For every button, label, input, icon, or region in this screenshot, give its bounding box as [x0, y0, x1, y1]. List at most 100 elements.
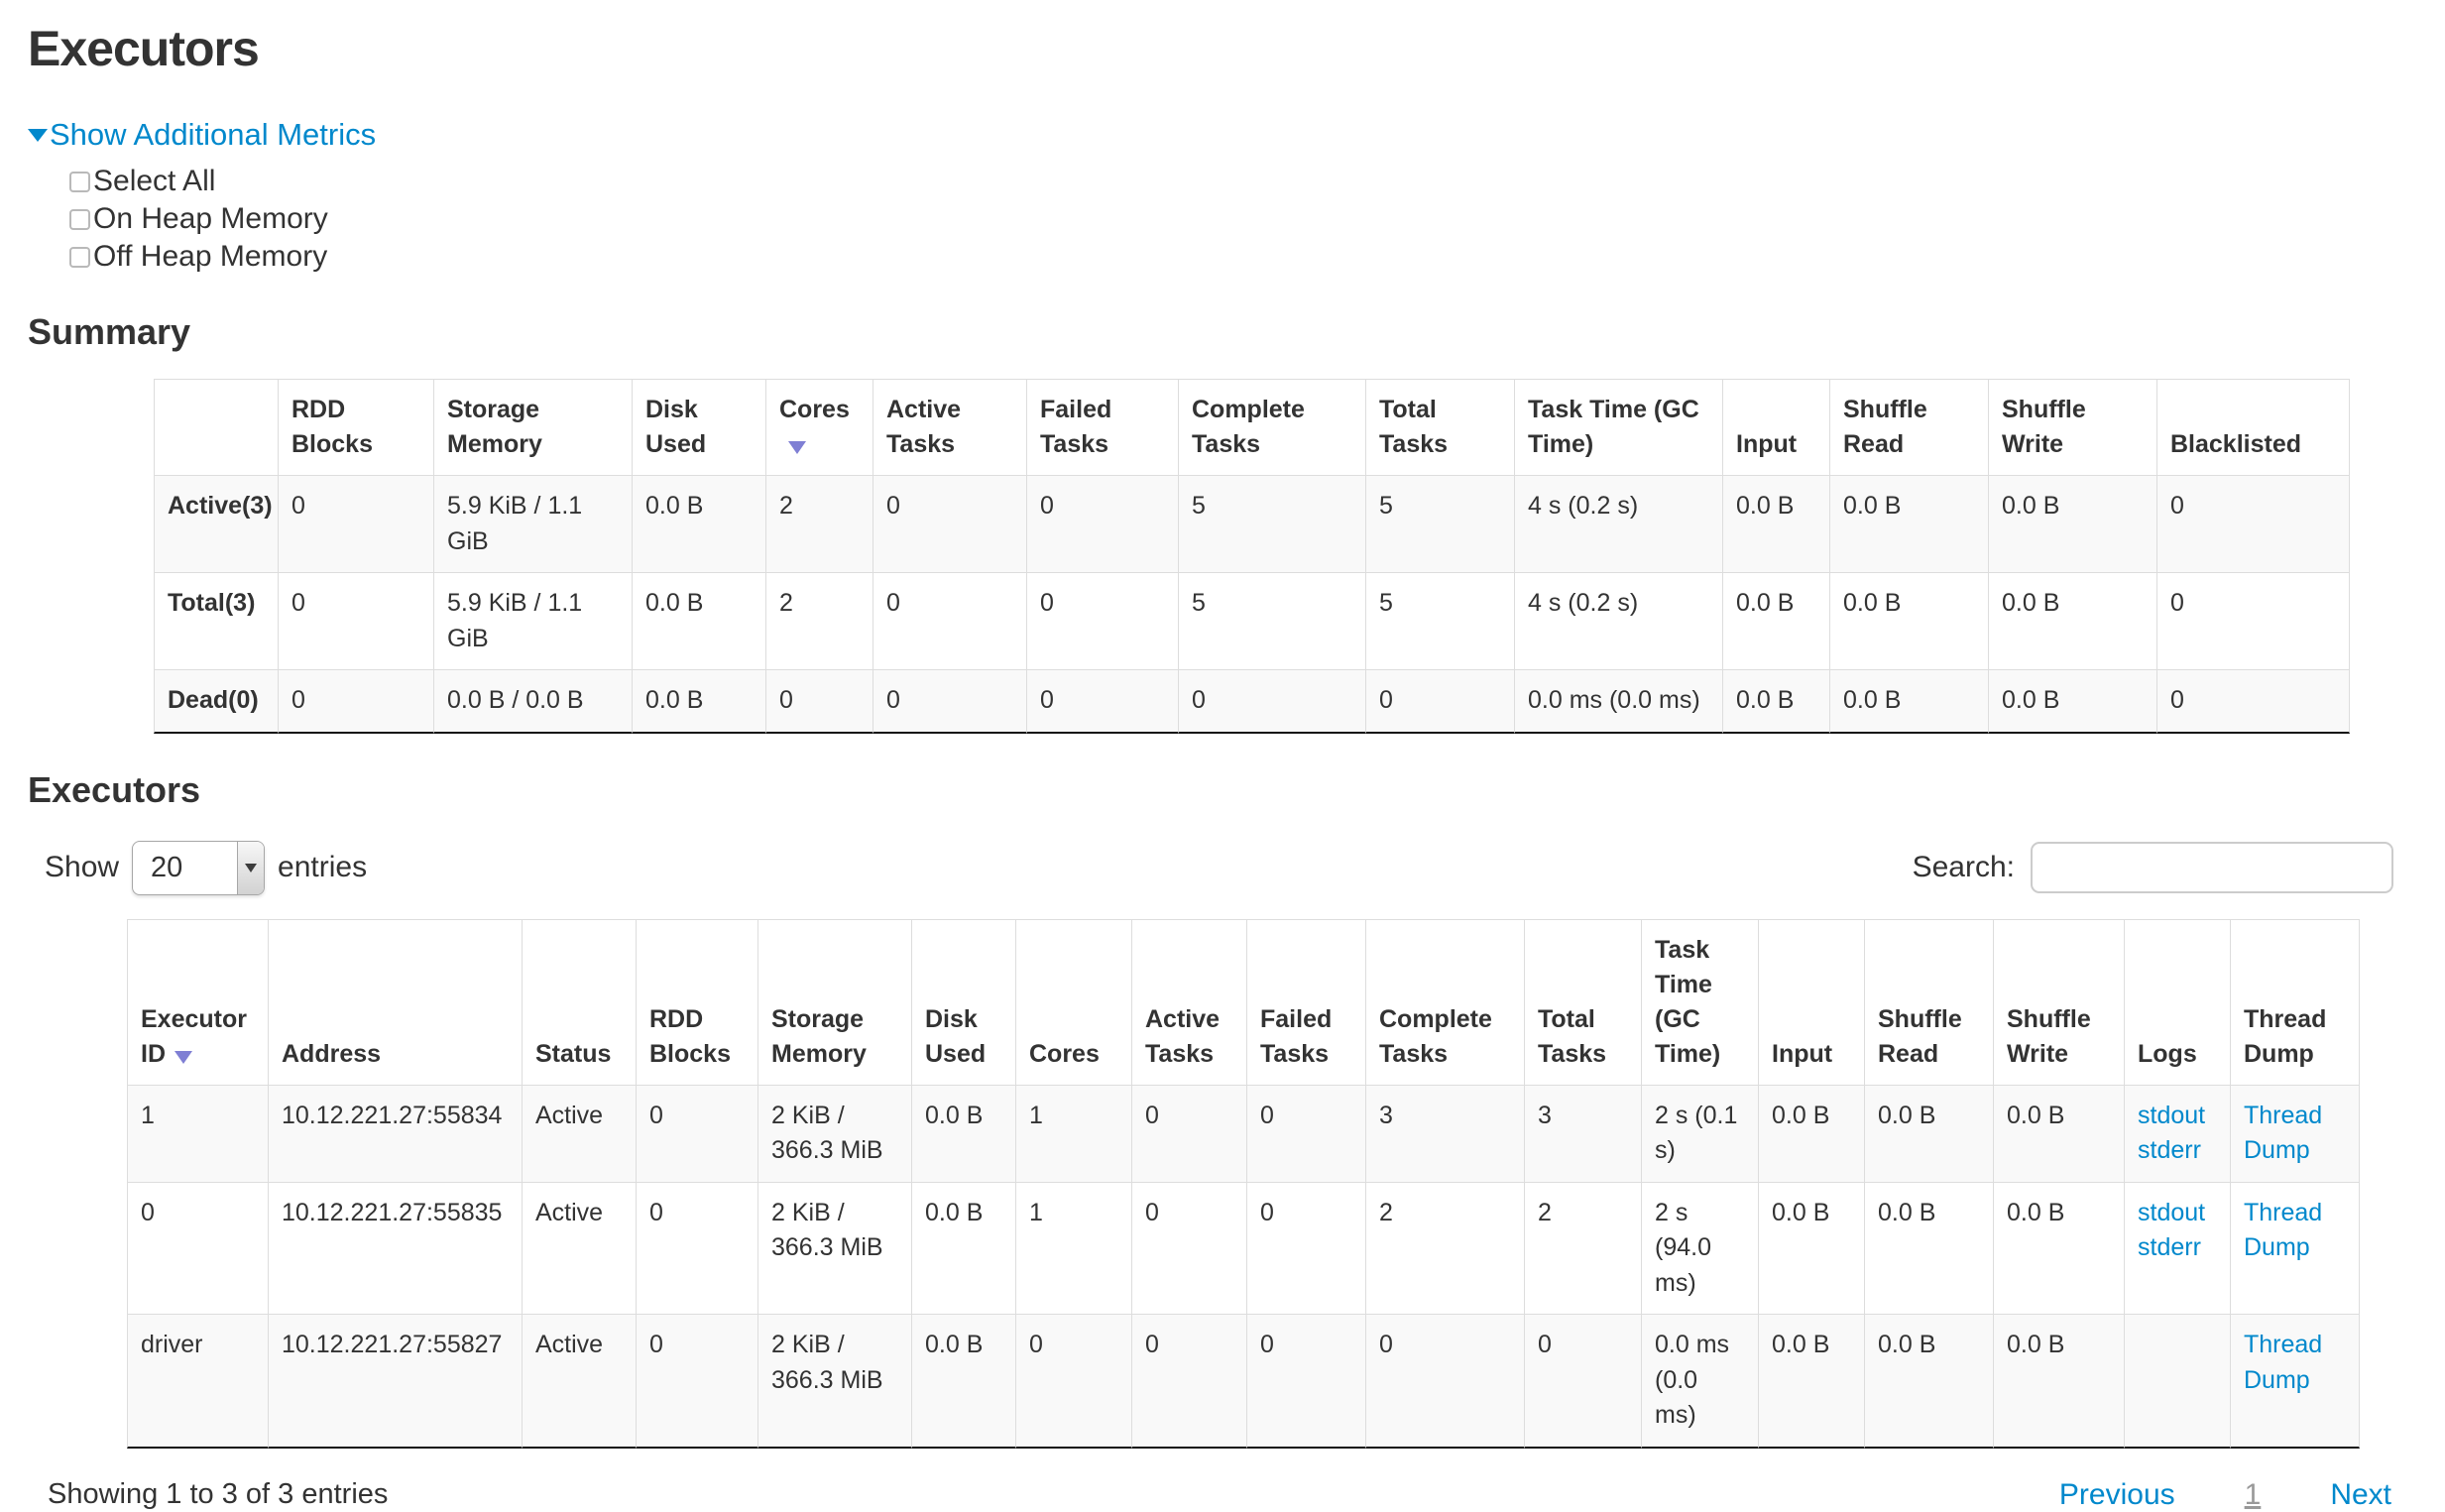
column-header-executor-id[interactable]: Executor ID — [127, 918, 268, 1085]
executor-cell: 2 s (0.1 s) — [1641, 1084, 1758, 1182]
column-header-label: Input — [1772, 1039, 1833, 1068]
next-page-button[interactable]: Next — [2330, 1477, 2391, 1511]
column-header-total-tasks[interactable]: Total Tasks — [1524, 918, 1641, 1085]
column-header-complete-tasks[interactable]: Complete Tasks — [1178, 379, 1365, 475]
column-header-label: Logs — [2138, 1039, 2197, 1068]
executor-row-driver: driver 10.12.221.27:55827 Active 0 2 KiB / 3… — [127, 1314, 2360, 1449]
entries-select[interactable]: 20 — [132, 840, 266, 895]
summary-cell: 0 — [873, 572, 1026, 669]
column-header-blacklisted[interactable]: Blacklisted — [2156, 379, 2350, 475]
column-header-cores[interactable]: Cores — [1015, 918, 1131, 1085]
select-all-checkbox[interactable] — [69, 171, 90, 192]
summary-cell: 0 — [278, 669, 433, 734]
executor-cell: 0.0 B — [911, 1181, 1015, 1314]
select-all-label: Select All — [93, 165, 216, 197]
executor-cell: 0 — [1246, 1314, 1365, 1449]
column-header-row-label[interactable] — [154, 379, 278, 475]
column-header-label: Complete Tasks — [1379, 1004, 1492, 1068]
column-header-label: Storage Memory — [447, 396, 542, 458]
executor-cell: 0.0 B — [1758, 1181, 1864, 1314]
column-header-label: Active Tasks — [886, 396, 962, 458]
column-header-storage-memory[interactable]: Storage Memory — [757, 918, 911, 1085]
column-header-storage-memory[interactable]: Storage Memory — [433, 379, 632, 475]
column-header-total-tasks[interactable]: Total Tasks — [1365, 379, 1514, 475]
page-number-1[interactable]: 1 — [2244, 1477, 2262, 1511]
executor-cell: 10.12.221.27:55827 — [268, 1314, 522, 1449]
summary-cell: 0 — [1026, 475, 1178, 572]
stdout-link[interactable]: stdout — [2138, 1198, 2206, 1226]
executor-cell: 0 — [127, 1181, 268, 1314]
summary-table: RDD Blocks Storage Memory Disk Used Cores Ac… — [154, 379, 2350, 734]
entries-select-value: 20 — [151, 851, 183, 883]
column-header-active-tasks[interactable]: Active Tasks — [1131, 918, 1246, 1085]
column-header-disk-used[interactable]: Disk Used — [632, 379, 765, 475]
column-header-complete-tasks[interactable]: Complete Tasks — [1365, 918, 1524, 1085]
column-header-task-time-gc-time[interactable]: Task Time (GC Time) — [1641, 918, 1758, 1085]
column-header-label: Status — [535, 1039, 612, 1068]
column-header-address[interactable]: Address — [268, 918, 522, 1085]
thread-dump-link[interactable]: Thread Dump — [2244, 1198, 2323, 1262]
column-header-active-tasks[interactable]: Active Tasks — [873, 379, 1026, 475]
executor-cell: 2 s (94.0 ms) — [1641, 1181, 1758, 1314]
summary-cell: 0.0 B — [1988, 475, 2156, 572]
thread-dump-link[interactable]: Thread Dump — [2244, 1331, 2323, 1394]
off-heap-memory-label: Off Heap Memory — [93, 240, 328, 273]
summary-cell: 0.0 B — [1829, 572, 1988, 669]
metric-option-select-all[interactable]: Select All — [69, 163, 2417, 200]
entries-select-button[interactable] — [237, 841, 265, 894]
summary-cell: 0 — [873, 475, 1026, 572]
executor-cell: 0 — [636, 1181, 757, 1314]
column-header-disk-used[interactable]: Disk Used — [911, 918, 1015, 1085]
off-heap-memory-checkbox[interactable] — [69, 246, 90, 268]
column-header-thread-dump[interactable]: Thread Dump — [2230, 918, 2360, 1085]
column-header-input[interactable]: Input — [1758, 918, 1864, 1085]
summary-cell: 0 — [278, 572, 433, 669]
chevron-down-icon — [245, 863, 258, 872]
executor-cell: 3 — [1524, 1084, 1641, 1182]
metric-option-on-heap-memory[interactable]: On Heap Memory — [69, 200, 2417, 238]
executor-cell: 3 — [1365, 1084, 1524, 1182]
stdout-link[interactable]: stdout — [2138, 1101, 2206, 1129]
column-header-label: Storage Memory — [771, 1004, 867, 1068]
column-header-label: Total Tasks — [1538, 1004, 1607, 1068]
column-header-shuffle-write[interactable]: Shuffle Write — [1993, 918, 2124, 1085]
summary-cell: 0.0 B — [1988, 669, 2156, 734]
column-header-label: Task Time (GC Time) — [1528, 396, 1699, 458]
column-header-shuffle-read[interactable]: Shuffle Read — [1864, 918, 1993, 1085]
pagination: Previous 1 Next — [2059, 1478, 2391, 1512]
executor-cell: 10.12.221.27:55834 — [268, 1084, 522, 1182]
search-input[interactable] — [2031, 842, 2393, 893]
sort-desc-icon — [175, 1050, 192, 1064]
executor-cell: 0.0 B — [1758, 1314, 1864, 1449]
stderr-link[interactable]: stderr — [2138, 1233, 2201, 1261]
on-heap-memory-checkbox[interactable] — [69, 208, 90, 230]
column-header-logs[interactable]: Logs — [2124, 918, 2230, 1085]
previous-page-button[interactable]: Previous — [2058, 1477, 2175, 1511]
executor-cell: 1 — [1015, 1084, 1131, 1182]
executor-cell: Active — [522, 1314, 636, 1449]
column-header-input[interactable]: Input — [1722, 379, 1829, 475]
stderr-link[interactable]: stderr — [2138, 1136, 2201, 1164]
thread-dump-link[interactable]: Thread Dump — [2244, 1101, 2323, 1165]
executor-cell: 0.0 B — [1864, 1314, 1993, 1449]
column-header-rdd-blocks[interactable]: RDD Blocks — [278, 379, 433, 475]
column-header-failed-tasks[interactable]: Failed Tasks — [1026, 379, 1178, 475]
column-header-task-time-gc-time[interactable]: Task Time (GC Time) — [1514, 379, 1722, 475]
column-header-label: Complete Tasks — [1192, 396, 1305, 458]
executor-cell: driver — [127, 1314, 268, 1449]
column-header-cores[interactable]: Cores — [765, 379, 873, 475]
column-header-failed-tasks[interactable]: Failed Tasks — [1246, 918, 1365, 1085]
column-header-shuffle-write[interactable]: Shuffle Write — [1988, 379, 2156, 475]
summary-cell: 2 — [765, 475, 873, 572]
summary-row-dead-0: Dead(0) 0 0.0 B / 0.0 B 0.0 B 0 0 0 0 0 0.0 ms (0… — [154, 669, 2350, 734]
summary-cell: 0 — [765, 669, 873, 734]
summary-cell: 4 s (0.2 s) — [1514, 475, 1722, 572]
column-header-rdd-blocks[interactable]: RDD Blocks — [636, 918, 757, 1085]
column-header-shuffle-read[interactable]: Shuffle Read — [1829, 379, 1988, 475]
summary-cell: 0 — [1026, 572, 1178, 669]
show-additional-metrics-link[interactable]: Show Additional Metrics — [28, 117, 376, 152]
column-header-status[interactable]: Status — [522, 918, 636, 1085]
metric-option-off-heap-memory[interactable]: Off Heap Memory — [69, 238, 2417, 276]
show-additional-metrics-label: Show Additional Metrics — [50, 117, 377, 152]
